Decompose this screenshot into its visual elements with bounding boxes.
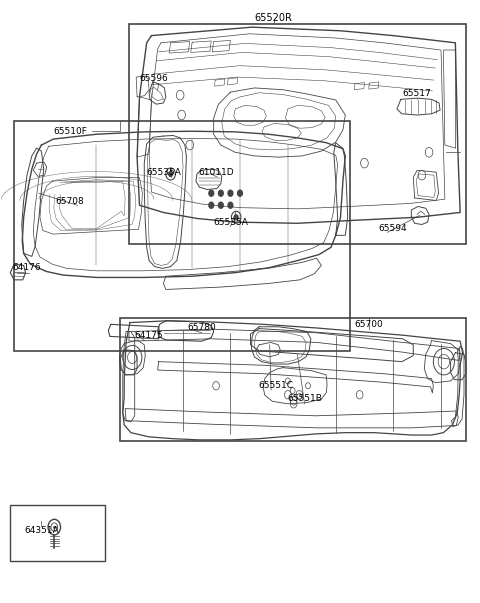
Circle shape <box>234 215 238 219</box>
Text: 65520R: 65520R <box>254 13 292 22</box>
Text: 65700: 65700 <box>355 320 384 329</box>
Bar <box>14 121 350 351</box>
Text: 65517: 65517 <box>403 89 432 98</box>
Text: 65510F: 65510F <box>53 127 87 136</box>
Text: 65551C: 65551C <box>258 381 293 390</box>
Circle shape <box>209 202 214 208</box>
Text: 65708: 65708 <box>56 197 84 206</box>
Bar <box>129 24 466 244</box>
Circle shape <box>168 171 172 176</box>
Circle shape <box>228 190 233 196</box>
Circle shape <box>218 190 223 196</box>
Text: 61011D: 61011D <box>198 168 234 177</box>
Circle shape <box>209 190 214 196</box>
Circle shape <box>218 202 223 208</box>
Bar <box>120 318 466 441</box>
Text: 65596: 65596 <box>140 74 168 83</box>
Text: 65535A: 65535A <box>146 168 181 177</box>
Text: 65551B: 65551B <box>287 394 322 403</box>
Bar <box>10 505 105 561</box>
Text: 64175: 64175 <box>135 331 163 340</box>
Text: 64351A: 64351A <box>24 526 59 535</box>
Text: 64176: 64176 <box>12 264 41 273</box>
Circle shape <box>238 190 242 196</box>
Circle shape <box>228 202 233 208</box>
Text: 65594: 65594 <box>379 224 408 233</box>
Text: 65780: 65780 <box>187 323 216 332</box>
Text: 65535A: 65535A <box>213 218 248 227</box>
